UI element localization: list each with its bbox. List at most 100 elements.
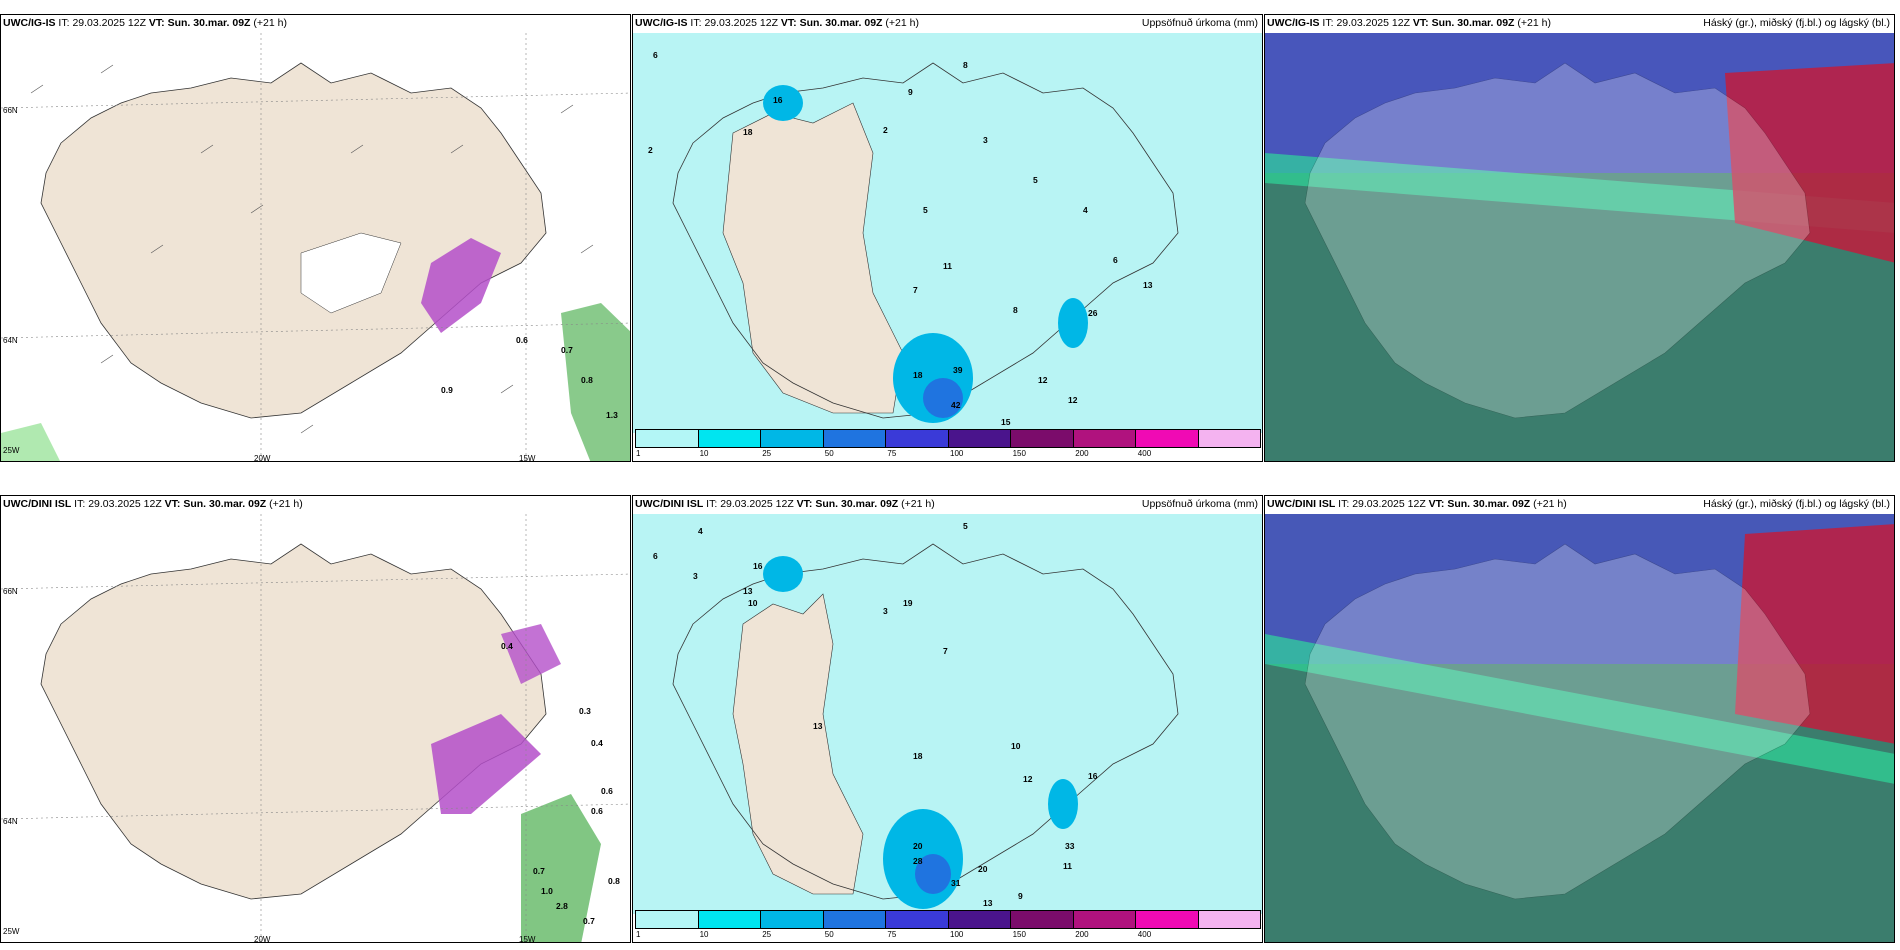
colorbar-label: 200 [1075,930,1089,939]
wind-map-top: 66N 64N 25W 20W 15W 0.6 0.7 0.8 0.9 1.3 [1,33,630,462]
colorbar-cell [1011,430,1074,447]
precip-value: 42 [951,400,961,410]
precip-value: 10 [1011,741,1021,751]
precip-value: 6 [653,551,658,561]
precip-value: 20 [978,864,988,874]
precip-value: 7 [913,285,918,295]
lon-label-25w: 25W [3,927,20,936]
colorbar-cell [698,430,761,447]
wind-value: 2.8 [556,901,568,911]
precip-map-bottom: 4 6 3 16 13 10 19 5 7 3 13 18 20 28 31 2… [633,514,1262,914]
precip-title: Uppsöfnuð úrkoma (mm) [1141,498,1258,510]
colorbar-label: 50 [824,449,834,458]
precip-panel-top-header: UWC/IG-IS IT: 29.03.2025 12Z VT: Sun. 30… [635,17,919,29]
precip-value: 5 [963,521,968,531]
wind-value: 0.4 [591,738,603,748]
wind-value: 0.7 [533,866,545,876]
colorbar-labels: 1 10 25 50 75 100 150 200 400 [635,448,1261,460]
precip-value: 19 [903,598,913,608]
wind-value: 0.4 [501,641,513,651]
precip-value: 8 [963,60,968,70]
lat-label-64: 64N [3,817,18,826]
precip-value: 16 [773,95,783,105]
wind-value: 0.6 [591,806,603,816]
precip-value: 20 [913,841,923,851]
colorbar-cell [1073,430,1136,447]
colorbar-cells [635,910,1261,929]
wind-value: 0.6 [516,335,528,345]
lon-label-20w: 20W [254,454,271,462]
precip-value: 6 [1113,255,1118,265]
precip-value: 16 [1088,771,1098,781]
precip-value: 13 [1143,280,1153,290]
precip-value: 12 [1068,395,1078,405]
colorbar-label: 50 [824,930,834,939]
precip-value: 3 [693,571,698,581]
precip-panel-top: UWC/IG-IS IT: 29.03.2025 12Z VT: Sun. 30… [632,14,1263,462]
colorbar-cell [823,430,886,447]
precip-value: 13 [743,586,753,596]
cloud-title: Háský (gr.), miðský (fj.bl.) og lágský (… [1703,17,1890,29]
cloud-title: Háský (gr.), miðský (fj.bl.) og lágský (… [1703,498,1890,510]
colorbar-cell [1198,911,1260,928]
wind-map-bottom: 66N 64N 25W 20W 15W 0.4 0.3 0.4 0.6 0.6 … [1,514,630,943]
precip-value: 12 [1038,375,1048,385]
precip-value: 3 [883,606,888,616]
precip-panel-bottom-header: UWC/DINI ISL IT: 29.03.2025 12Z VT: Sun.… [635,498,935,510]
colorbar-label: 75 [887,449,897,458]
precip-value: 15 [1001,417,1011,427]
precip-value: 13 [813,721,823,731]
colorbar-cell [636,430,699,447]
precip-value: 9 [1018,891,1023,901]
colorbar-label: 75 [887,930,897,939]
colorbar-cell [948,430,1011,447]
wind-value: 0.8 [581,375,593,385]
lat-label-66: 66N [3,106,18,115]
precip-colorbar: 1 10 25 50 75 100 150 200 400 [635,429,1261,459]
precip-value: 11 [943,261,952,271]
lon-label-25w: 25W [3,446,20,455]
lat-label-64: 64N [3,336,18,345]
lon-label-15w: 15W [519,935,536,943]
cloud-map-top [1265,33,1894,461]
colorbar-cell [698,911,761,928]
precip-value: 18 [913,751,923,761]
colorbar-cell [761,911,824,928]
precip-value: 31 [951,878,961,888]
cloud-panel-bottom-header: UWC/DINI ISL IT: 29.03.2025 12Z VT: Sun.… [1267,498,1567,510]
wind-value: 0.7 [561,345,573,355]
precip-title: Uppsöfnuð úrkoma (mm) [1141,17,1258,29]
wind-value: 0.8 [608,876,620,886]
colorbar-label: 150 [1012,930,1026,939]
colorbar-label: 10 [699,930,709,939]
precip-value: 9 [908,87,913,97]
wind-value: 1.0 [541,886,553,896]
colorbar-label: 1 [636,449,641,458]
precip-colorbar: 1 10 25 50 75 100 150 200 400 [635,910,1261,940]
cloud-panel-top: UWC/IG-IS IT: 29.03.2025 12Z VT: Sun. 30… [1264,14,1895,462]
colorbar-labels: 1 10 25 50 75 100 150 200 400 [635,929,1261,941]
precip-value: 18 [913,370,923,380]
colorbar-label: 25 [762,930,772,939]
precip-value: 11 [1063,861,1072,871]
wind-panel-bottom-header: UWC/DINI ISL IT: 29.03.2025 12Z VT: Sun.… [3,498,303,510]
colorbar-cell [1136,911,1199,928]
precip-value: 18 [743,127,753,137]
precip-value: 7 [943,646,948,656]
precip-value: 26 [1088,308,1098,318]
precip-value: 3 [983,135,988,145]
wind-value: 0.3 [579,706,591,716]
colorbar-label: 100 [950,449,964,458]
wind-panel-bottom: UWC/DINI ISL IT: 29.03.2025 12Z VT: Sun.… [0,495,631,943]
precip-value: 6 [653,50,658,60]
iceland-land [40,62,547,419]
lat-label-66: 66N [3,587,18,596]
wind-value: 1.3 [606,410,618,420]
precip-value: 5 [1033,175,1038,185]
colorbar-cell [1136,430,1199,447]
lon-label-20w: 20W [254,935,271,943]
colorbar-label: 25 [762,449,772,458]
colorbar-label: 100 [950,930,964,939]
precip-value: 8 [1013,305,1018,315]
colorbar-cell [886,911,949,928]
